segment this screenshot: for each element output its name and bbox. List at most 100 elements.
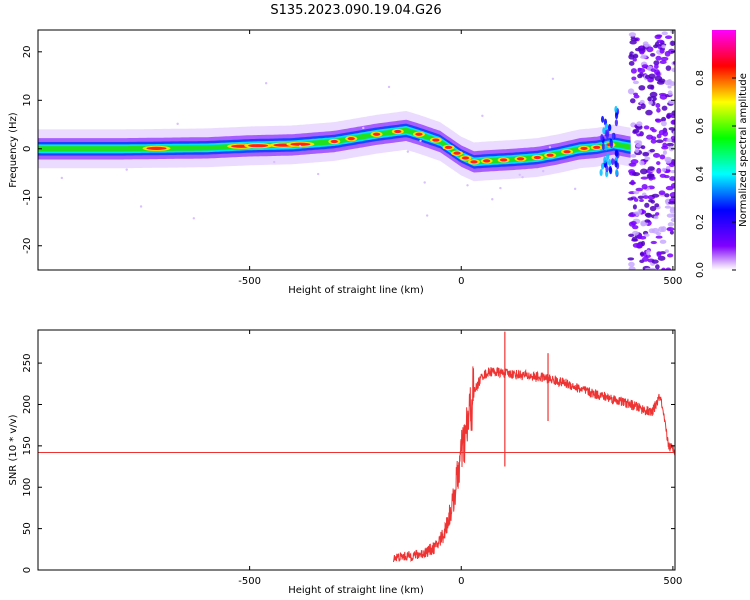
noise-speck: [628, 53, 635, 60]
noise-speck: [668, 201, 675, 205]
spectrogram-y-label: Frequency (Hz): [8, 112, 19, 188]
noise-speck: [631, 236, 638, 242]
noise-speck: [635, 47, 641, 52]
noise-speck: [632, 204, 637, 210]
noise-dot: [541, 169, 545, 173]
noise-speck: [644, 202, 650, 208]
noise-speck: [666, 213, 674, 218]
noise-speck: [670, 206, 675, 212]
ridge-peak-core: [563, 150, 571, 154]
flame-blob: [614, 105, 618, 113]
noise-speck: [632, 230, 639, 236]
x-tick-label: 0: [458, 276, 464, 287]
noise-speck: [638, 85, 646, 91]
noise-speck: [658, 226, 665, 233]
noise-speck: [639, 50, 645, 55]
y-tick-label: 100: [22, 478, 33, 497]
noise-speck: [637, 67, 646, 74]
noise-speck: [665, 185, 674, 191]
noise-speck: [636, 243, 642, 249]
noise-speck: [659, 173, 667, 178]
noise-speck: [658, 78, 666, 83]
noise-dot: [125, 168, 128, 171]
noise-speck: [666, 138, 672, 143]
colorbar-tick-label: 0.0: [695, 262, 706, 278]
noise-speck: [650, 68, 657, 73]
ridge-peak-core: [516, 157, 525, 161]
ridge-peak-core: [461, 156, 470, 160]
noise-speck: [640, 55, 647, 59]
y-tick-label: 200: [22, 395, 33, 414]
noise-speck: [644, 212, 652, 217]
noise-speck: [627, 197, 634, 201]
colorbar-tick-label: 0.6: [695, 118, 706, 134]
noise-speck: [654, 34, 662, 40]
spectrogram-x-label: Height of straight line (km): [288, 285, 424, 296]
noise-speck: [630, 221, 637, 226]
noise-speck: [654, 203, 660, 208]
noise-dot: [60, 176, 64, 180]
flame-blob: [611, 158, 615, 166]
noise-speck: [630, 159, 639, 164]
noise-speck: [664, 193, 670, 198]
flame-blob: [614, 160, 618, 168]
noise-speck: [637, 195, 645, 200]
ridge-peak-core: [432, 138, 440, 142]
noise-speck: [628, 233, 635, 237]
noise-speck: [628, 261, 635, 267]
flame-blob: [614, 112, 619, 120]
spectrogram-panel: -20 -10 0 10 20 -500 0 500 Height of straight …: [8, 29, 682, 296]
flame-blob: [604, 143, 608, 151]
flame-blob: [604, 123, 609, 131]
noise-speck: [648, 228, 655, 234]
noise-speck: [656, 167, 662, 174]
noise-dot: [316, 172, 320, 176]
noise-dot: [551, 77, 555, 80]
noise-speck: [669, 230, 674, 235]
ridge-peak-core: [499, 158, 508, 162]
snr-series-line: [393, 366, 675, 563]
noise-speck: [661, 267, 666, 270]
noise-speck: [636, 105, 642, 111]
noise-dot: [419, 139, 422, 142]
noise-speck: [629, 98, 636, 104]
noise-speck: [628, 213, 636, 218]
noise-speck: [662, 130, 669, 137]
spectrogram-x-ticks: -500 0 500: [238, 30, 682, 287]
noise-speck: [656, 133, 662, 139]
noise-speck: [636, 121, 643, 127]
noise-speck: [627, 88, 635, 95]
noise-speck: [649, 148, 656, 153]
noise-speck: [657, 255, 666, 261]
noise-speck: [666, 114, 671, 119]
noise-speck: [659, 48, 665, 54]
noise-speck: [632, 225, 639, 230]
noise-speck: [656, 107, 661, 113]
colorbar-ticks: 0.0 0.2 0.4 0.6 0.8: [695, 70, 736, 278]
x-tick-label: 0: [458, 576, 464, 587]
colorbar: 0.0 0.2 0.4 0.6 0.8 Normalized spectral ampl…: [695, 30, 749, 278]
flame-blob: [609, 141, 614, 149]
noise-speck: [644, 156, 651, 161]
noise-speck: [664, 50, 671, 57]
noise-speck: [659, 60, 667, 64]
noise-speck: [631, 76, 637, 81]
y-tick-label: 0: [22, 146, 33, 152]
noise-speck: [666, 227, 675, 232]
snr-x-ticks: -500 0 500: [238, 330, 682, 587]
noise-speck: [655, 139, 664, 144]
noise-speck: [650, 240, 657, 245]
noise-speck: [640, 221, 647, 227]
noise-speck: [665, 158, 672, 164]
noise-dot: [192, 217, 196, 220]
y-tick-label: 150: [22, 436, 33, 455]
flame-blob: [600, 133, 604, 141]
flame-blob: [607, 124, 612, 132]
noise-speck: [670, 40, 675, 47]
y-tick-label: 10: [22, 94, 33, 107]
snr-panel: 0 50 100 150 200 250 -500 0 500 Height of strai…: [8, 329, 682, 596]
noise-speck: [633, 92, 638, 96]
noise-speck: [647, 84, 654, 90]
noise-speck: [647, 96, 652, 102]
